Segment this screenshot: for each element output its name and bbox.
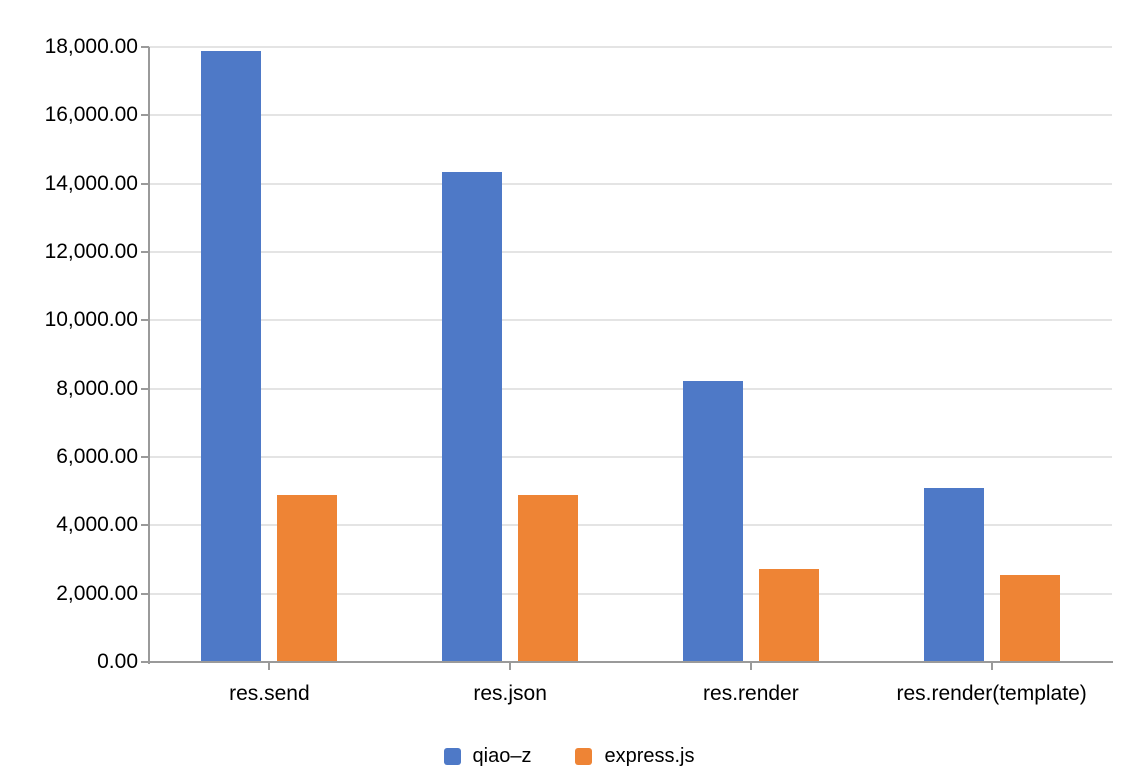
y-axis-tick	[141, 387, 149, 390]
x-axis-category-label: res.render(template)	[896, 682, 1087, 705]
gridline	[149, 251, 1112, 253]
y-axis-tick	[141, 114, 149, 117]
y-axis-tick-label: 10,000.00	[44, 308, 138, 332]
legend-label: express.js	[604, 745, 695, 767]
y-axis-tick	[141, 182, 149, 185]
gridline	[149, 319, 1112, 322]
bar	[201, 51, 262, 662]
bar	[758, 569, 819, 662]
y-axis-tick	[141, 251, 149, 253]
y-axis-tick-label: 0.00	[97, 650, 138, 673]
bar	[442, 172, 503, 662]
y-axis-tick-label: 16,000.00	[44, 103, 138, 127]
x-axis-tick	[268, 663, 271, 670]
gridline	[149, 114, 1112, 117]
x-axis-tick	[509, 663, 512, 670]
legend-item: express.js	[575, 745, 694, 767]
legend-label: qiao–z	[472, 745, 532, 767]
y-axis-tick-label: 2,000.00	[56, 581, 138, 605]
x-axis-category-label: res.json	[473, 682, 547, 705]
legend-swatch	[443, 747, 461, 765]
x-axis-tick	[990, 663, 993, 670]
y-axis-tick	[141, 661, 149, 663]
x-axis-category-label: res.send	[229, 682, 310, 705]
y-axis-tick	[141, 456, 149, 458]
y-axis-tick	[141, 592, 149, 595]
gridline	[149, 387, 1112, 390]
gridline	[149, 46, 1112, 48]
x-axis-tick	[749, 663, 752, 670]
gridline	[149, 592, 1112, 595]
legend: qiao–z express.js	[0, 742, 1138, 770]
gridline	[149, 182, 1112, 185]
gridline	[149, 456, 1112, 458]
bar	[277, 494, 338, 662]
y-axis-tick-label: 14,000.00	[44, 171, 138, 195]
y-axis-tick-label: 12,000.00	[44, 240, 138, 263]
y-axis-tick-label: 8,000.00	[56, 376, 138, 400]
bar	[999, 575, 1060, 662]
y-axis-tick-label: 18,000.00	[44, 35, 138, 58]
y-axis-tick	[141, 319, 149, 322]
y-axis-tick	[141, 524, 149, 527]
bar	[518, 494, 579, 662]
y-axis-line	[148, 47, 150, 664]
bar	[682, 381, 743, 662]
x-axis-line	[148, 661, 1113, 663]
y-axis-tick	[141, 46, 149, 48]
x-axis-category-label: res.render	[703, 682, 799, 705]
legend-item: qiao–z	[443, 745, 532, 767]
y-axis-tick-label: 4,000.00	[56, 513, 138, 537]
bar	[923, 487, 984, 662]
y-axis-tick-label: 6,000.00	[56, 445, 138, 468]
gridline	[149, 524, 1112, 527]
legend-swatch	[575, 747, 593, 765]
